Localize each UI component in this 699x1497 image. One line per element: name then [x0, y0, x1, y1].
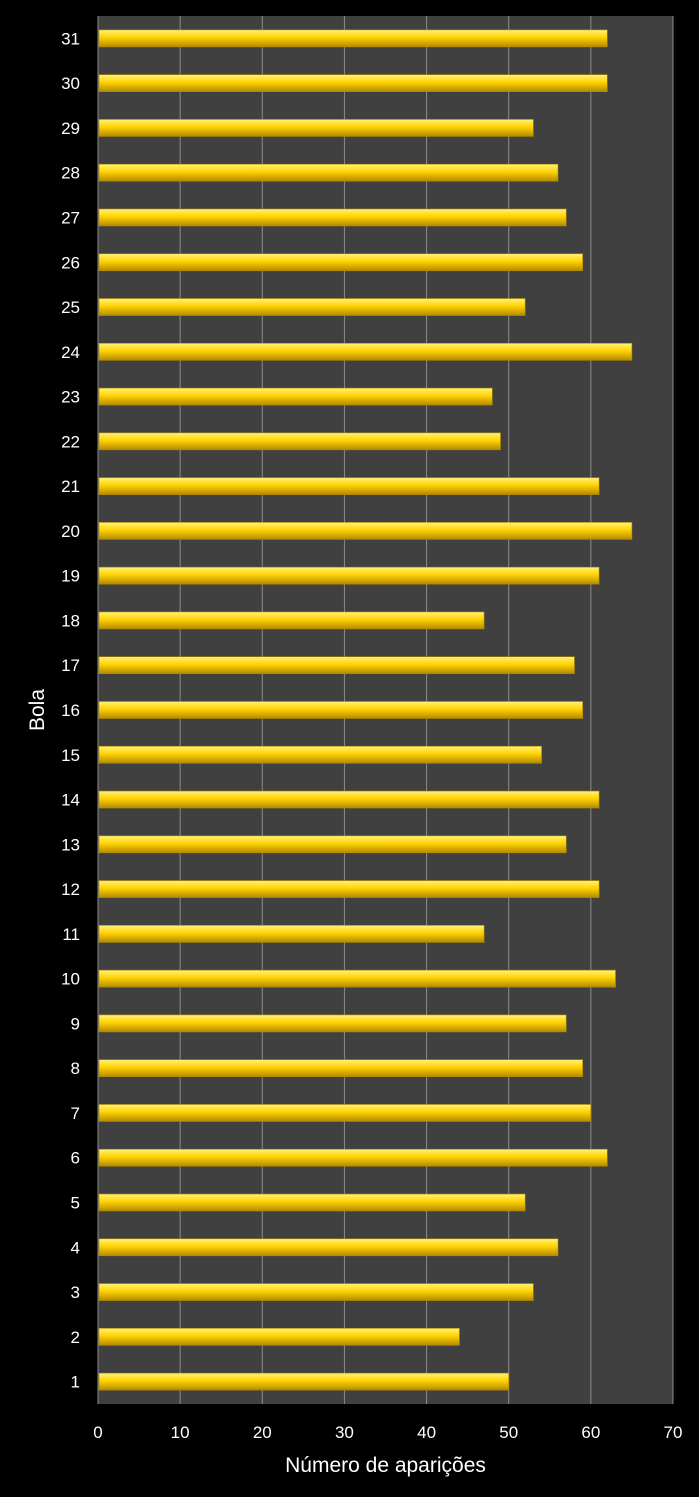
y-tick-label: 27 [61, 208, 80, 227]
bar-16 [98, 701, 583, 719]
x-tick-label: 60 [581, 1423, 600, 1442]
y-tick-label: 28 [61, 164, 80, 183]
x-tick-labels: 0 10 20 30 40 50 60 70 [93, 1423, 682, 1442]
bar-28 [98, 163, 559, 182]
y-tick-label: 14 [61, 791, 80, 810]
y-tick-label: 1 [71, 1373, 80, 1392]
bar-4 [98, 1238, 559, 1257]
bar-18 [98, 611, 485, 630]
x-tick-label: 30 [335, 1423, 354, 1442]
y-tick-label: 19 [61, 567, 80, 586]
bar-27 [98, 208, 567, 227]
bar-25 [98, 298, 526, 316]
y-tick-label: 6 [71, 1149, 80, 1168]
y-tick-label: 10 [61, 970, 80, 989]
y-axis-title: Bola [26, 689, 49, 731]
bar-29 [98, 119, 534, 137]
y-tick-label: 24 [61, 343, 80, 362]
y-tick-label: 17 [61, 656, 80, 675]
y-tick-label: 31 [61, 29, 80, 48]
bar-31 [98, 29, 608, 48]
y-tick-label: 7 [71, 1104, 80, 1123]
bar-19 [98, 566, 600, 585]
bar-26 [98, 253, 583, 272]
x-tick-label: 50 [499, 1423, 518, 1442]
y-tick-label: 30 [61, 74, 80, 93]
y-tick-label: 13 [61, 835, 80, 854]
bar-2 [98, 1328, 460, 1346]
y-tick-label: 5 [71, 1194, 80, 1213]
y-tick-label: 16 [61, 701, 80, 720]
y-tick-label: 22 [61, 432, 80, 451]
bar-24 [98, 343, 633, 361]
bar-3 [98, 1283, 534, 1301]
y-tick-label: 4 [71, 1238, 80, 1257]
y-tick-label: 23 [61, 388, 80, 407]
bar-21 [98, 477, 600, 495]
bar-6 [98, 1148, 608, 1167]
bar-7 [98, 1104, 592, 1122]
bar-23 [98, 387, 493, 406]
y-tick-label: 26 [61, 253, 80, 272]
y-tick-label: 25 [61, 298, 80, 317]
bar-8 [98, 1059, 583, 1077]
bar-30 [98, 74, 608, 92]
y-tick-label: 18 [61, 611, 80, 630]
bar-5 [98, 1193, 526, 1212]
bar-11 [98, 925, 485, 943]
bar-10 [98, 969, 616, 988]
bar-14 [98, 790, 600, 809]
bar-12 [98, 880, 600, 898]
x-axis-title: Número de aparições [285, 1454, 486, 1477]
bar-9 [98, 1014, 567, 1033]
bar-20 [98, 522, 633, 540]
bar-22 [98, 432, 501, 451]
bars [98, 29, 633, 1391]
x-tick-label: 10 [171, 1423, 190, 1442]
y-tick-label: 21 [61, 477, 80, 496]
y-tick-label: 15 [61, 746, 80, 765]
bar-13 [98, 835, 567, 854]
y-tick-label: 29 [61, 119, 80, 138]
y-tick-label: 12 [61, 880, 80, 899]
y-tick-label: 11 [62, 925, 80, 944]
x-tick-label: 70 [664, 1423, 683, 1442]
y-tick-label: 2 [71, 1328, 80, 1347]
bar-15 [98, 745, 542, 764]
y-tick-label: 8 [71, 1059, 80, 1078]
bar-17 [98, 656, 575, 675]
x-tick-label: 40 [417, 1423, 436, 1442]
y-tick-label: 3 [71, 1283, 80, 1302]
x-tick-label: 20 [253, 1423, 272, 1442]
y-tick-labels: 1234567891011121314151617181920212223242… [61, 29, 80, 1391]
y-tick-label: 20 [61, 522, 80, 541]
y-tick-label: 9 [71, 1014, 80, 1033]
bar-1 [98, 1372, 510, 1391]
x-tick-label: 0 [93, 1423, 102, 1442]
